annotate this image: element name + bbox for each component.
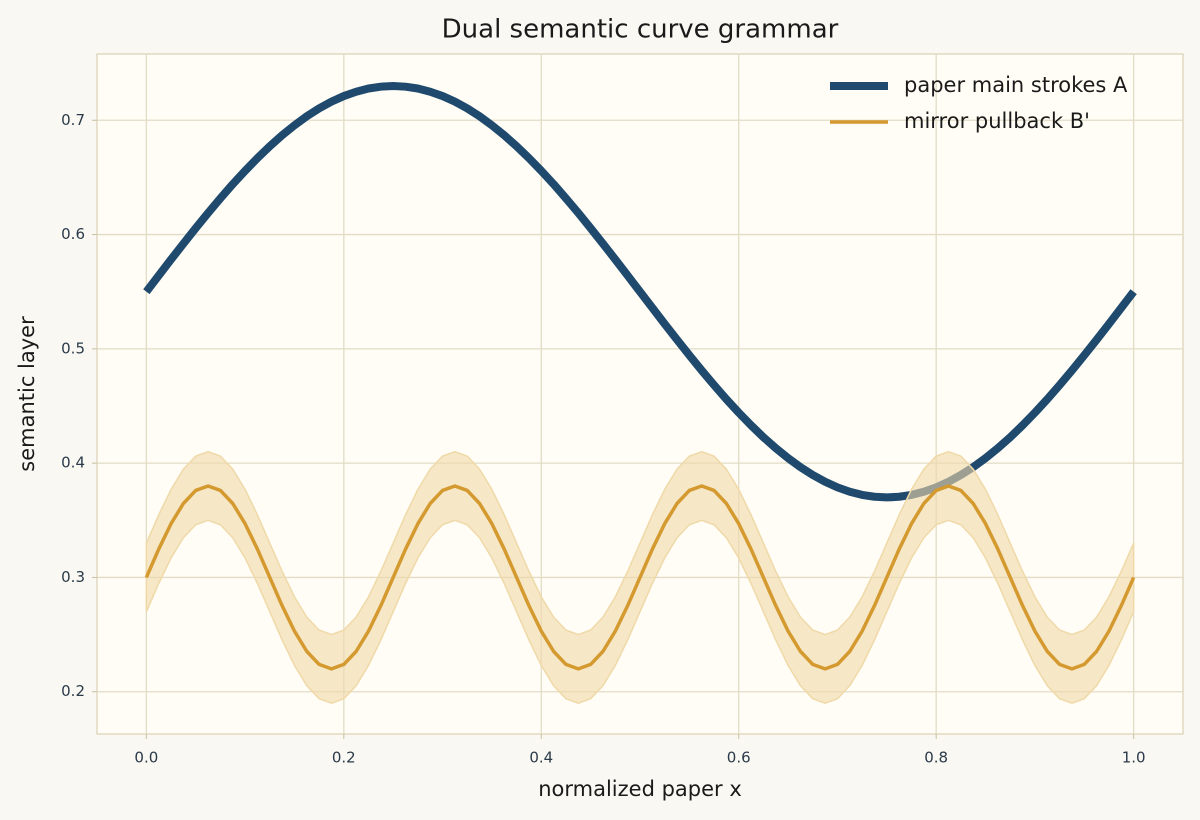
legend-label: mirror pullback B' — [904, 109, 1090, 133]
x-tick-label: 0.6 — [727, 749, 751, 767]
y-tick-label: 0.6 — [61, 225, 85, 243]
x-tick-label: 0.2 — [332, 749, 356, 767]
y-tick-label: 0.3 — [61, 568, 85, 586]
y-tick-label: 0.5 — [61, 339, 85, 357]
x-tick-label: 1.0 — [1122, 749, 1146, 767]
line — [144, 484, 1136, 671]
legend-label: paper main strokes A — [904, 73, 1128, 97]
y-tick-label: 0.2 — [61, 682, 85, 700]
x-axis-label: normalized paper x — [538, 777, 742, 801]
chart-title: Dual semantic curve grammar — [442, 15, 839, 45]
x-tick-label: 0.0 — [134, 749, 158, 767]
y-tick-label: 0.4 — [61, 454, 85, 472]
y-axis-label: semantic layer — [15, 316, 39, 472]
x-tick-label: 0.4 — [529, 749, 553, 767]
x-tick-label: 0.8 — [924, 749, 948, 767]
y-tick-label: 0.7 — [61, 111, 85, 129]
